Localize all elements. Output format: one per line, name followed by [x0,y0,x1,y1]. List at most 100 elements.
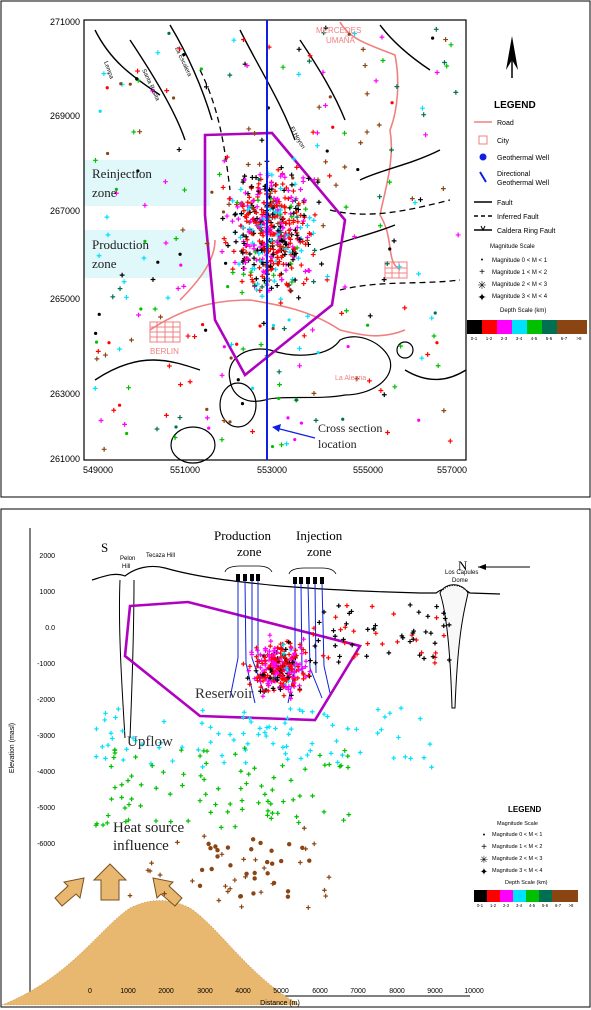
injection-bracket [288,567,337,575]
seismic-event-marker [319,261,324,267]
seismic-event-marker [343,204,349,210]
seismic-event-marker [264,725,270,730]
seismic-event-marker [288,656,293,662]
seismic-event-marker [222,345,226,349]
seismic-event-marker [119,272,125,278]
place-alegria: La Alegria [335,375,366,382]
seismic-event-marker [175,840,180,845]
seismic-event-marker [309,741,315,746]
seismic-event-marker [257,186,263,192]
depth-label: >8 [576,336,582,341]
seismic-event-marker [297,661,303,667]
seismic-event-marker [120,757,126,763]
seismic-event-marker [345,726,351,732]
seismic-event-marker [243,190,248,196]
seismic-event-marker [257,257,263,263]
seismic-event-marker [114,187,118,191]
seismic-event-marker [281,326,287,332]
seismic-event-marker [255,192,261,197]
map-y-tick: 265000 [50,294,80,304]
seismic-event-marker [302,197,307,203]
seismic-event-marker [290,276,295,282]
seismic-event-marker [231,37,237,43]
seismic-event-marker [257,161,263,167]
seismic-event-marker [227,72,233,78]
seismic-event-marker [304,276,310,282]
seismic-event-marker [260,693,266,699]
seismic-event-marker [300,709,305,714]
seismic-event-marker [228,863,233,868]
seismic-event-marker [375,707,381,712]
seismic-event-marker [419,355,425,361]
section-legend-mag-item: Magnitude 2 < M < 3 [492,856,542,862]
seismic-event-marker [294,209,299,215]
seismic-event-marker [288,211,294,217]
seismic-event-marker [229,218,235,224]
seismic-event-marker [245,199,251,205]
seismic-event-marker [306,231,312,236]
upflow-label: Upflow [127,734,173,750]
depth-swatch [527,320,542,334]
seismic-event-marker [109,796,114,802]
seismic-event-marker [268,638,274,644]
seismic-event-marker [255,197,261,203]
seismic-event-marker [272,231,278,237]
seismic-event-marker [300,179,306,184]
seismic-event-marker [310,129,316,135]
seismic-event-marker [336,659,341,665]
seismic-event-marker [285,232,291,238]
seismic-event-marker [293,198,298,203]
seismic-event-marker [104,214,110,220]
section-mag-0-icon: • [483,832,486,839]
seismic-event-marker [241,710,247,715]
seismic-event-marker [282,174,288,180]
seismic-event-marker [158,314,163,320]
seismic-event-marker [201,833,207,839]
seismic-event-marker [446,657,452,663]
seismic-event-marker [270,810,275,816]
seismic-event-marker [322,762,328,768]
mag-2-icon: ✳ [477,280,486,292]
seismic-event-marker [279,203,285,209]
seismic-event-marker [441,633,447,638]
seismic-event-marker [292,227,298,233]
seismic-event-marker [378,388,384,393]
seismic-event-marker [416,609,422,615]
seismic-event-marker [417,418,421,422]
seismic-event-marker [333,614,338,620]
map-legend: LEGEND Road City Geothermal Well Directi… [467,100,587,341]
seismic-event-marker [265,799,271,804]
seismic-event-marker [260,678,266,684]
seismic-event-marker [245,162,251,167]
south-label: S [101,540,108,555]
seismic-event-marker [301,676,306,682]
seismic-event-marker [117,403,122,407]
production-bracket [224,565,273,573]
seismic-event-marker [249,277,255,282]
seismic-event-marker [251,266,257,272]
seismic-event-marker [421,112,427,118]
seismic-event-marker [257,172,263,178]
seismic-event-marker [434,604,439,609]
seismic-event-marker [108,764,114,769]
seismic-event-marker [126,817,131,823]
seismic-event-marker [260,233,266,239]
seismic-event-marker [225,809,231,815]
seismic-event-marker [376,122,382,128]
seismic-event-marker [388,247,392,251]
seismic-event-marker [351,654,357,660]
seismic-event-marker [124,294,129,300]
seismic-event-marker [112,785,118,790]
seismic-event-marker [360,46,366,52]
seismic-event-marker [166,363,172,369]
seismic-event-marker [288,203,294,209]
cross-section-arrowhead [272,424,281,432]
seismic-event-marker [322,887,327,893]
seismic-event-marker [304,238,310,243]
seismic-event-marker [111,755,117,760]
seismic-event-marker [397,264,402,270]
seismic-event-marker [307,858,312,863]
seismic-event-marker [287,318,291,322]
seismic-event-marker [206,841,211,847]
seismic-event-marker [258,665,263,671]
